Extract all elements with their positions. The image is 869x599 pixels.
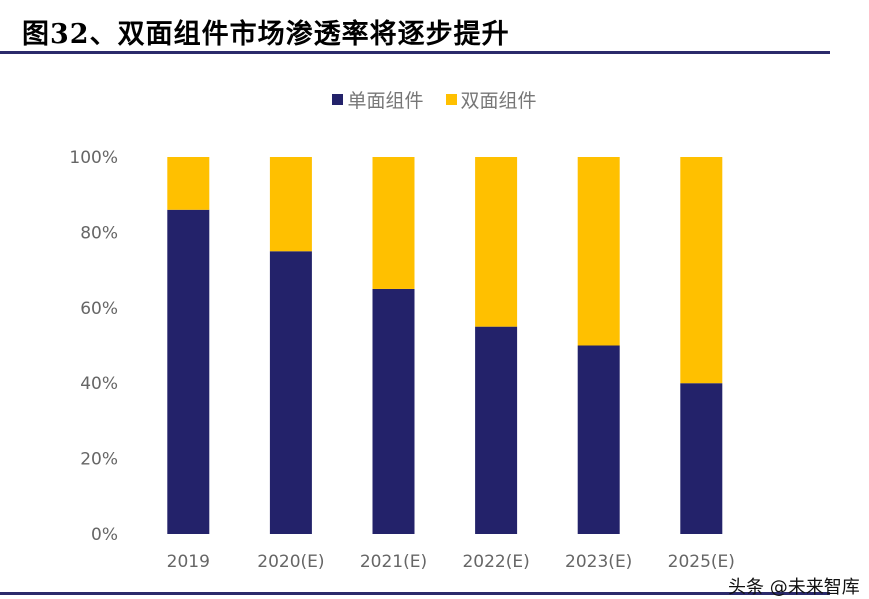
bar-single bbox=[269, 251, 312, 534]
bar-single bbox=[372, 288, 415, 534]
y-tick-label: 40% bbox=[80, 374, 118, 394]
x-tick-label: 2025(E) bbox=[668, 552, 735, 572]
x-tick-label: 2023(E) bbox=[565, 552, 632, 572]
y-tick-label: 100% bbox=[69, 148, 118, 168]
bar-single bbox=[680, 383, 723, 534]
legend-swatch-single bbox=[332, 94, 344, 105]
legend-label-double: 双面组件 bbox=[460, 90, 537, 112]
y-tick-label: 0% bbox=[91, 525, 118, 545]
bar-double bbox=[167, 157, 210, 210]
bar-double bbox=[577, 157, 620, 346]
bar-single bbox=[577, 345, 620, 534]
legend-label-single: 单面组件 bbox=[347, 90, 424, 112]
bar-single bbox=[475, 326, 518, 534]
bottom-divider bbox=[0, 592, 830, 595]
y-tick-label: 80% bbox=[80, 223, 118, 243]
y-tick-label: 20% bbox=[80, 450, 118, 470]
figure-title: 图32、双面组件市场渗透率将逐步提升 bbox=[22, 19, 510, 50]
x-tick-label: 2020(E) bbox=[257, 552, 324, 572]
bar-double bbox=[269, 157, 312, 252]
bar-double bbox=[372, 157, 415, 289]
legend-swatch-double bbox=[445, 94, 457, 105]
legend-item-double: 双面组件 bbox=[445, 86, 537, 113]
x-tick-label: 2022(E) bbox=[462, 552, 529, 572]
bar-double bbox=[680, 157, 723, 384]
y-tick-label: 60% bbox=[80, 299, 118, 319]
watermark: 头条 @未来智库 bbox=[728, 577, 860, 598]
bar-single bbox=[167, 209, 210, 534]
title-divider bbox=[0, 51, 830, 54]
x-tick-label: 2019 bbox=[167, 552, 210, 572]
legend: 单面组件 双面组件 bbox=[0, 86, 869, 113]
bar-double bbox=[475, 157, 518, 327]
legend-item-single: 单面组件 bbox=[332, 86, 423, 113]
x-tick-label: 2021(E) bbox=[360, 552, 427, 572]
